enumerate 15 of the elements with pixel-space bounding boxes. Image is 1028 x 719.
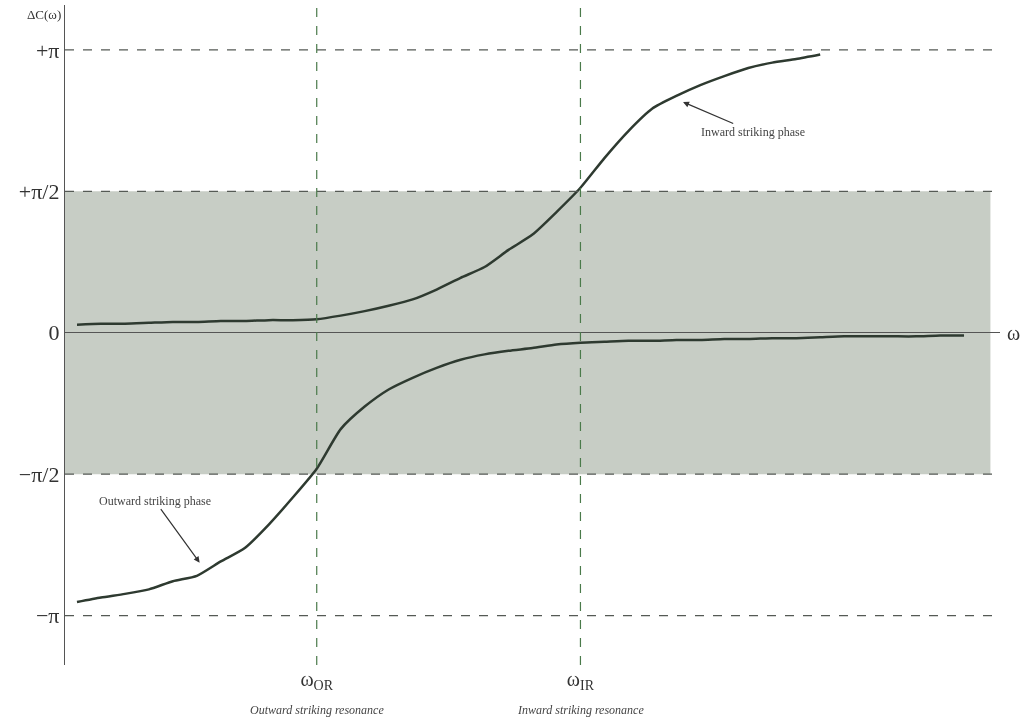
x-tick-label: ω$_{OR}$	[300, 668, 334, 694]
line-series	[75, 53, 822, 326]
y-axis-title: ΔC(ω)	[27, 7, 62, 22]
line-series	[75, 334, 966, 604]
x-tick-label: ω$_{IR}$	[566, 668, 595, 694]
y-tick-label: +π/2	[18, 179, 60, 205]
annotation: Outward striking phase	[99, 494, 211, 508]
y-tick-label: +π	[35, 37, 60, 63]
x-axis-title: ω	[1007, 322, 1021, 344]
text: Inward striking resonance	[517, 703, 645, 717]
y-tick-label: −π/2	[18, 461, 60, 487]
y-tick-label: −π	[35, 603, 60, 629]
y-tick-label: 0	[48, 320, 60, 346]
annotation: Inward striking phase	[701, 125, 805, 139]
text: Outward striking resonance	[250, 703, 385, 717]
